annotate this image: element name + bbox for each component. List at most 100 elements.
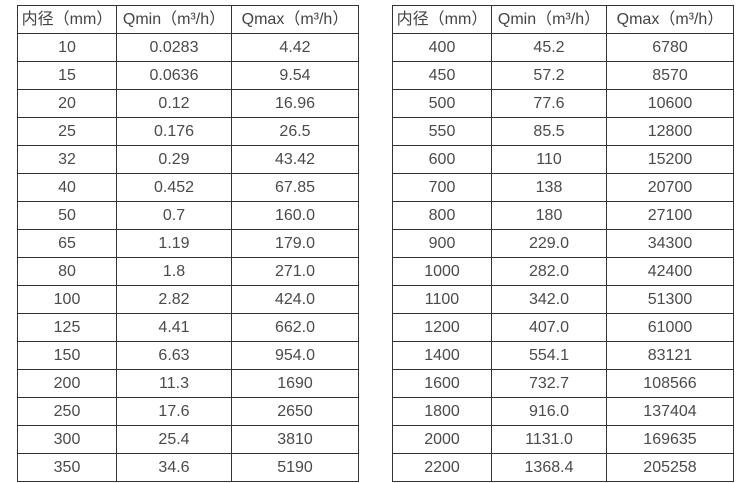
table-cell: 169635 — [606, 425, 734, 454]
table-cell: 229.0 — [491, 229, 607, 258]
table-cell: 17.6 — [116, 397, 232, 426]
table-row: 900 229.0 34300 — [392, 229, 734, 258]
table-cell: 1.19 — [116, 229, 232, 258]
table-cell: 125 — [17, 313, 117, 342]
table-row: 200 11.3 1690 — [17, 369, 359, 398]
table-cell: 1100 — [392, 285, 492, 314]
table-cell: 554.1 — [491, 341, 607, 370]
table-cell: 160.0 — [231, 201, 359, 230]
flow-table-large-diameters: 内径（mm） Qmin（m³/h） Qmax（m³/h） 400 45.2 6780 450… — [392, 5, 734, 482]
table-row: 250 17.6 2650 — [17, 397, 359, 426]
table-row: 80 1.8 271.0 — [17, 257, 359, 286]
table-row: 15 0.0636 9.54 — [17, 61, 359, 90]
table-row: 10 0.0283 4.42 — [17, 33, 359, 62]
column-header: Qmax（m³/h） — [606, 5, 734, 34]
table-row: 1800 916.0 137404 — [392, 397, 734, 426]
table-cell: 16.96 — [231, 89, 359, 118]
table-cell: 80 — [17, 257, 117, 286]
table-cell: 0.29 — [116, 145, 232, 174]
table-cell: 1000 — [392, 257, 492, 286]
table-cell: 900 — [392, 229, 492, 258]
table-cell: 10 — [17, 33, 117, 62]
table-cell: 300 — [17, 425, 117, 454]
table-cell: 271.0 — [231, 257, 359, 286]
table-cell: 57.2 — [491, 61, 607, 90]
table-row: 2200 1368.4 205258 — [392, 453, 734, 482]
table-cell: 32 — [17, 145, 117, 174]
table-cell: 500 — [392, 89, 492, 118]
table-cell: 25.4 — [116, 425, 232, 454]
table-cell: 1800 — [392, 397, 492, 426]
table-cell: 0.0636 — [116, 61, 232, 90]
table-row: 100 2.82 424.0 — [17, 285, 359, 314]
column-header: Qmax（m³/h） — [231, 5, 359, 34]
column-header: Qmin（m³/h） — [491, 5, 607, 34]
table-row: 450 57.2 8570 — [392, 61, 734, 90]
table-cell: 2650 — [231, 397, 359, 426]
table-cell: 43.42 — [231, 145, 359, 174]
column-header: Qmin（m³/h） — [116, 5, 232, 34]
table-cell: 450 — [392, 61, 492, 90]
table-row: 350 34.6 5190 — [17, 453, 359, 482]
table-cell: 6.63 — [116, 341, 232, 370]
table-cell: 20700 — [606, 173, 734, 202]
table-cell: 342.0 — [491, 285, 607, 314]
table-row: 1200 407.0 61000 — [392, 313, 734, 342]
table-cell: 40 — [17, 173, 117, 202]
table-row: 2000 1131.0 169635 — [392, 425, 734, 454]
table-cell: 400 — [392, 33, 492, 62]
table-cell: 800 — [392, 201, 492, 230]
table-cell: 50 — [17, 201, 117, 230]
table-cell: 407.0 — [491, 313, 607, 342]
table-cell: 424.0 — [231, 285, 359, 314]
table-cell: 2200 — [392, 453, 492, 482]
table-row: 50 0.7 160.0 — [17, 201, 359, 230]
table-cell: 0.7 — [116, 201, 232, 230]
table-row: 20 0.12 16.96 — [17, 89, 359, 118]
table-row: 25 0.176 26.5 — [17, 117, 359, 146]
table-cell: 0.452 — [116, 173, 232, 202]
table-cell: 65 — [17, 229, 117, 258]
column-header: 内径（mm） — [392, 5, 492, 34]
table-row: 800 180 27100 — [392, 201, 734, 230]
table-cell: 138 — [491, 173, 607, 202]
table-cell: 25 — [17, 117, 117, 146]
table-cell: 4.42 — [231, 33, 359, 62]
table-cell: 45.2 — [491, 33, 607, 62]
table-cell: 61000 — [606, 313, 734, 342]
table-cell: 108566 — [606, 369, 734, 398]
table-cell: 550 — [392, 117, 492, 146]
table-cell: 3810 — [231, 425, 359, 454]
table-cell: 20 — [17, 89, 117, 118]
table-cell: 34.6 — [116, 453, 232, 482]
table-cell: 11.3 — [116, 369, 232, 398]
table-cell: 26.5 — [231, 117, 359, 146]
table-cell: 15200 — [606, 145, 734, 174]
table-row: 1400 554.1 83121 — [392, 341, 734, 370]
table-row: 65 1.19 179.0 — [17, 229, 359, 258]
table-row: 40 0.452 67.85 — [17, 173, 359, 202]
table-cell: 34300 — [606, 229, 734, 258]
table-cell: 2000 — [392, 425, 492, 454]
table-cell: 1600 — [392, 369, 492, 398]
table-row: 700 138 20700 — [392, 173, 734, 202]
table-cell: 732.7 — [491, 369, 607, 398]
table-cell: 1400 — [392, 341, 492, 370]
table-cell: 2.82 — [116, 285, 232, 314]
table-cell: 27100 — [606, 201, 734, 230]
table-cell: 700 — [392, 173, 492, 202]
table-cell: 1368.4 — [491, 453, 607, 482]
header-row: 内径（mm） Qmin（m³/h） Qmax（m³/h） — [392, 5, 734, 34]
table-cell: 350 — [17, 453, 117, 482]
table-cell: 954.0 — [231, 341, 359, 370]
table-row: 32 0.29 43.42 — [17, 145, 359, 174]
table-row: 500 77.6 10600 — [392, 89, 734, 118]
table-row: 400 45.2 6780 — [392, 33, 734, 62]
table-cell: 0.0283 — [116, 33, 232, 62]
table-cell: 1131.0 — [491, 425, 607, 454]
table-row: 125 4.41 662.0 — [17, 313, 359, 342]
table-cell: 5190 — [231, 453, 359, 482]
table-cell: 1200 — [392, 313, 492, 342]
table-cell: 180 — [491, 201, 607, 230]
